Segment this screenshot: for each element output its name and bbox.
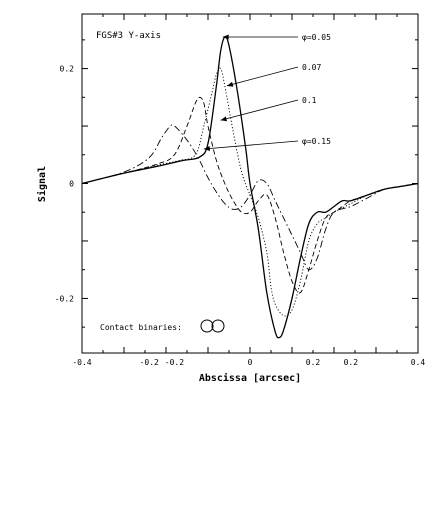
x-axis-label: Abscissa [arcsec] — [199, 372, 301, 384]
y-tick-label: -0.2 — [55, 294, 74, 303]
series-line-dotted — [81, 67, 419, 317]
annotation-phi-015: φ=0.15 — [302, 137, 331, 146]
x-tick-label: -0.2 — [140, 358, 159, 367]
annotation-arrows — [203, 34, 299, 152]
x-tick-label: -0.4 — [72, 358, 91, 367]
annotation-arrowhead — [220, 116, 228, 122]
series-line-solid — [81, 36, 419, 339]
series-line-dashdot — [81, 124, 419, 271]
x-tick-label: 0.2 — [344, 358, 359, 367]
annotation-arrowhead — [203, 146, 210, 152]
annotation-arrow-line — [203, 140, 299, 150]
binary-star-icon-right — [211, 319, 225, 333]
annotation-arrowhead — [222, 34, 229, 40]
annotation-arrow-line — [220, 99, 299, 121]
x-tick-label: -0.2 — [165, 358, 184, 367]
x-tick-label: 0.4 — [411, 358, 426, 367]
binary-star-icon-left — [200, 319, 214, 333]
series-group — [81, 36, 419, 339]
x-tick-label: 0.2 — [306, 358, 321, 367]
annotation-arrow-line — [226, 66, 299, 87]
annotation-phi-005: φ=0.05 — [302, 33, 331, 42]
y-tick-label: 0 — [69, 180, 74, 189]
axis-tick-labels: -0.4 -0.2 -0.2 0 0.2 0.2 0.4 0.2 0 -0.2 — [55, 65, 426, 367]
contact-binaries-label: Contact binaries: — [100, 323, 182, 332]
series-line-dashed — [81, 96, 419, 294]
x-tick-label: 0 — [248, 358, 253, 367]
y-axis-label: Signal — [36, 166, 48, 202]
annotation-01: 0.1 — [302, 96, 317, 105]
y-tick-label: 0.2 — [60, 65, 75, 74]
chart-title: FGS#3 Y-axis — [96, 31, 161, 41]
annotation-007: 0.07 — [302, 63, 321, 72]
annotation-arrowhead — [226, 81, 234, 87]
